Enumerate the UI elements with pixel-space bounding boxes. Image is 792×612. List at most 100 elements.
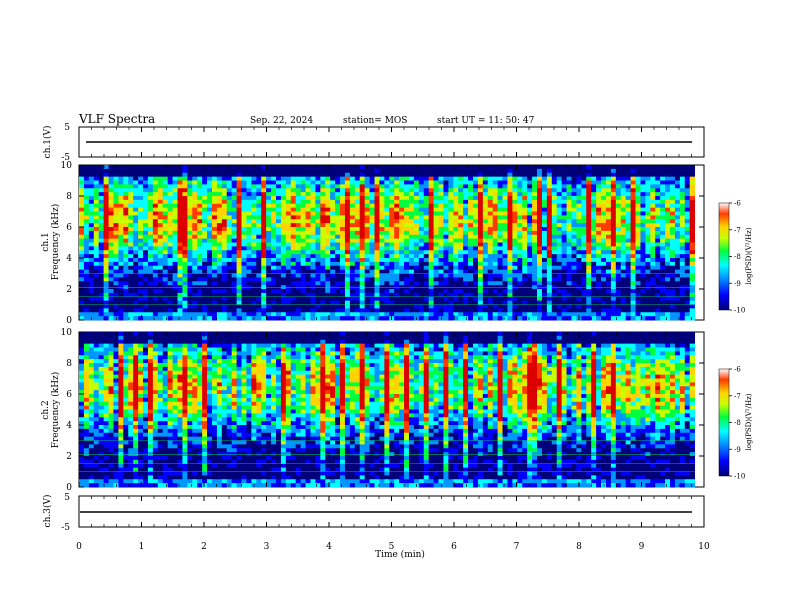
spectrogram-cell bbox=[231, 269, 237, 274]
spectrogram-cell bbox=[349, 300, 356, 305]
spectrogram-cell bbox=[684, 165, 691, 170]
spectrogram-cell bbox=[684, 223, 691, 228]
spectrogram-cell bbox=[605, 211, 612, 216]
spectrogram-cell bbox=[349, 273, 356, 278]
spectrogram-cell bbox=[541, 292, 548, 298]
spectrogram-cell bbox=[271, 215, 277, 220]
spectrogram-cell bbox=[280, 215, 287, 220]
spectrogram-cell bbox=[320, 215, 326, 220]
spectrogram-cell bbox=[384, 269, 390, 274]
spectrogram-cell bbox=[197, 281, 203, 286]
spectrogram-cell bbox=[305, 289, 311, 294]
spectrogram-cell bbox=[295, 254, 302, 259]
spectrogram-cell bbox=[211, 199, 218, 205]
spectrogram-cell bbox=[118, 296, 124, 302]
spectrogram-cell bbox=[236, 230, 242, 236]
spectrogram-cell bbox=[93, 238, 100, 243]
spectrogram-cell bbox=[246, 238, 252, 243]
spectrogram-cell bbox=[167, 242, 173, 247]
spectrogram-cell bbox=[517, 180, 523, 185]
spectrogram-cell bbox=[655, 308, 661, 313]
spectrogram-cell bbox=[152, 316, 159, 321]
spectrogram-cell bbox=[379, 192, 385, 197]
spectrogram-cell bbox=[404, 308, 410, 313]
spectrogram-cell bbox=[320, 316, 326, 321]
spectrogram-cell bbox=[674, 296, 681, 302]
spectrogram-cell bbox=[665, 211, 671, 216]
spectrogram-cell bbox=[586, 269, 592, 274]
spectrogram-cell bbox=[118, 176, 124, 181]
spectrogram-cell bbox=[418, 261, 425, 267]
spectrogram-cell bbox=[532, 289, 538, 294]
spectrogram-cell bbox=[256, 196, 262, 201]
spectrogram-cell bbox=[463, 242, 469, 247]
spectrogram-cell bbox=[408, 254, 415, 259]
spectrogram-cell bbox=[522, 273, 528, 278]
ch1-voltage-tick-top: 5 bbox=[64, 123, 70, 133]
spectrogram-cell bbox=[98, 188, 105, 193]
spectrogram-cell bbox=[280, 289, 287, 294]
spectrogram-cell bbox=[364, 258, 370, 263]
spectrogram-cell bbox=[379, 281, 385, 286]
spectrogram-cell bbox=[88, 296, 95, 302]
spectrogram-cell bbox=[280, 188, 287, 193]
spectrogram-cell bbox=[305, 269, 311, 274]
spectrogram-cell bbox=[118, 281, 124, 286]
spectrogram-cell bbox=[404, 215, 410, 220]
spectrogram-cell bbox=[625, 234, 631, 240]
spectrogram-cell bbox=[290, 296, 297, 302]
spectrogram-cell bbox=[512, 269, 518, 274]
spectrogram-cell bbox=[344, 199, 351, 205]
spectrogram-cell bbox=[271, 300, 277, 305]
spectrogram-cell bbox=[266, 184, 272, 189]
spectrogram-cell bbox=[665, 192, 671, 197]
spectrogram-cell bbox=[650, 289, 656, 294]
spectrogram-cell bbox=[399, 289, 405, 294]
spectrogram-cell bbox=[665, 199, 671, 205]
spectrogram-cell bbox=[507, 258, 513, 263]
spectrogram-cell bbox=[537, 168, 543, 174]
spectrogram-cell bbox=[610, 234, 617, 240]
spectrogram-cell bbox=[605, 219, 612, 224]
spectrogram-cell bbox=[418, 269, 425, 274]
spectrogram-cell bbox=[83, 292, 90, 298]
spectrogram-cell bbox=[507, 223, 513, 228]
spectrogram-cell bbox=[236, 192, 242, 197]
spectrogram-cell bbox=[182, 196, 188, 201]
spectrogram-cell bbox=[98, 215, 105, 220]
spectrogram-cell bbox=[502, 196, 508, 201]
spectrogram-cell bbox=[433, 258, 439, 263]
spectrogram-cell bbox=[280, 165, 287, 170]
spectrogram-cell bbox=[88, 292, 95, 298]
spectrogram-cell bbox=[290, 269, 297, 274]
spectrogram-cell bbox=[645, 277, 651, 282]
spectrogram-cell bbox=[280, 316, 287, 321]
spectrogram-cell bbox=[561, 296, 567, 302]
spectrogram-cell bbox=[541, 300, 548, 305]
spectrogram-cell bbox=[152, 261, 159, 267]
spectrogram-cell bbox=[103, 203, 109, 209]
spectrogram-cell bbox=[216, 172, 223, 178]
spectrogram-cell bbox=[369, 168, 375, 174]
spectrogram-cell bbox=[271, 207, 277, 212]
spectrogram-cell bbox=[211, 176, 218, 181]
spectrogram-cell bbox=[197, 316, 203, 321]
spectrogram-cell bbox=[79, 269, 85, 274]
spectrogram-cell bbox=[571, 223, 577, 228]
spectrogram-cell bbox=[157, 281, 164, 286]
spectrogram-cell bbox=[487, 165, 494, 170]
spectrogram-cell bbox=[335, 246, 341, 251]
spectrogram-cell bbox=[202, 281, 208, 286]
spectrogram-cell bbox=[620, 250, 627, 255]
spectrogram-cell bbox=[256, 269, 262, 274]
spectrogram-cell bbox=[310, 300, 316, 305]
spectrogram-cell bbox=[665, 207, 671, 212]
spectrogram-cell bbox=[650, 192, 656, 197]
spectrogram-cell bbox=[157, 269, 164, 274]
spectrogram-cell bbox=[276, 188, 282, 193]
spectrogram-cell bbox=[231, 296, 237, 302]
spectrogram-cell bbox=[216, 312, 223, 317]
spectrogram-cell bbox=[408, 242, 415, 247]
spectrogram-cell bbox=[492, 196, 499, 201]
spectrogram-cell bbox=[635, 289, 641, 294]
